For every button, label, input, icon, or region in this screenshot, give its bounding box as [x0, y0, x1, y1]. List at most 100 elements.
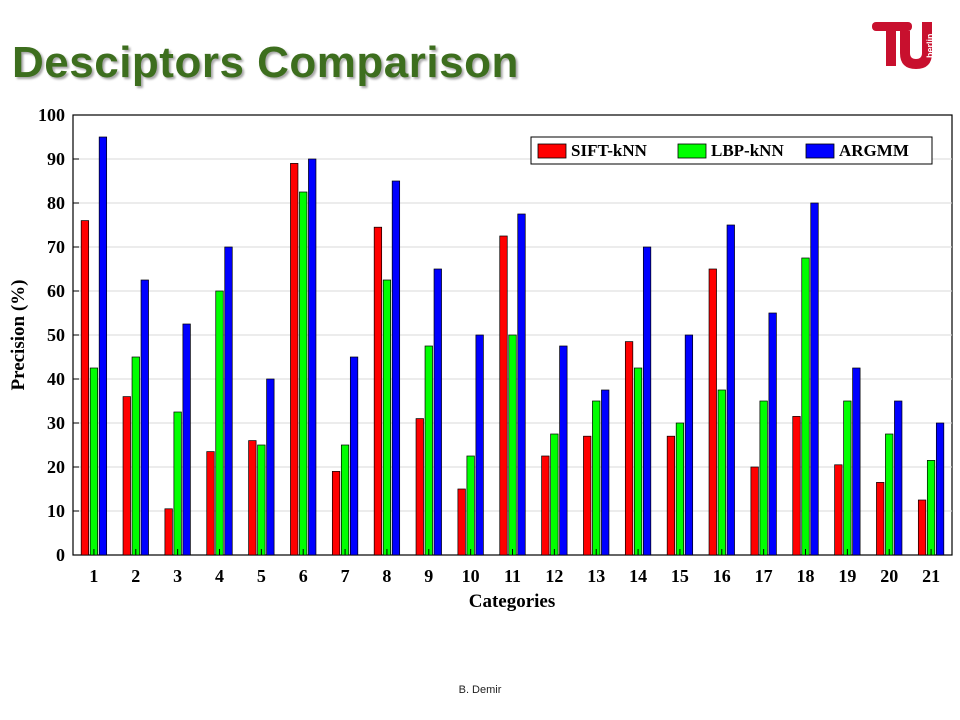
- slide-title: Desciptors Comparison: [12, 38, 519, 87]
- x-axis: 1 2 3 4 5 6 7 8 9 10 11 12 13 14 15 16 17 18 19 20 21: [89, 549, 940, 586]
- bar-lbp-3: [173, 411, 182, 556]
- bar-argmm-5: [266, 378, 275, 556]
- y-tick-label: 70: [47, 237, 65, 257]
- y-tick-label: 60: [47, 281, 65, 301]
- bar-lbp-12: [550, 433, 559, 556]
- bar-sift-15: [666, 435, 676, 556]
- bar-argmm-15: [684, 334, 694, 556]
- x-tick-label: 9: [424, 566, 433, 586]
- bar-lbp-10: [466, 455, 475, 556]
- footer-author: B. Demir: [458, 684, 502, 696]
- bar-lbp-11: [508, 334, 517, 556]
- bar-sift-1: [80, 220, 90, 556]
- bar-sift-3: [164, 508, 173, 556]
- bar-sift-7: [331, 471, 341, 556]
- bar-argmm-16: [726, 224, 735, 556]
- bar-lbp-7: [340, 444, 350, 556]
- bar-sift-6: [290, 163, 299, 556]
- x-tick-label: 11: [504, 566, 521, 586]
- bar-sift-9: [415, 418, 424, 556]
- bar-argmm-18: [810, 202, 819, 556]
- bar-lbp-13: [592, 400, 601, 556]
- y-tick-label: 30: [47, 413, 65, 433]
- bar-lbp-17: [759, 400, 768, 556]
- x-tick-label: 13: [587, 566, 605, 586]
- x-tick-label: 12: [545, 566, 563, 586]
- x-tick-label: 15: [671, 566, 689, 586]
- bar-lbp-5: [257, 444, 266, 556]
- legend: SIFT-kNN LBP-kNN ARGMM: [530, 136, 933, 165]
- bar-lbp-18: [801, 257, 810, 556]
- legend-swatch-sift: [537, 143, 567, 159]
- y-tick-label: 10: [47, 501, 65, 521]
- x-tick-label: 18: [797, 566, 815, 586]
- bar-argmm-2: [140, 279, 149, 556]
- bar-argmm-9: [433, 268, 442, 556]
- x-tick-label: 7: [341, 566, 350, 586]
- y-axis-title: Precision (%): [8, 280, 29, 391]
- bar-argmm-10: [475, 334, 484, 556]
- bar-sift-12: [541, 455, 550, 556]
- bar-sift-18: [792, 416, 801, 556]
- x-tick-label: 6: [299, 566, 308, 586]
- bar-argmm-14: [642, 246, 652, 556]
- bar-lbp-15: [675, 422, 685, 556]
- bar-sift-16: [708, 268, 717, 556]
- bar-argmm-1: [98, 136, 108, 556]
- y-tick-label: 90: [47, 149, 65, 169]
- y-tick-label: 50: [47, 325, 65, 345]
- bar-sift-17: [750, 466, 759, 556]
- logo-text: berlin: [925, 33, 935, 58]
- x-tick-label: 20: [880, 566, 898, 586]
- bar-lbp-21: [926, 460, 936, 556]
- legend-swatch-argmm: [805, 143, 835, 159]
- bar-lbp-16: [717, 389, 726, 556]
- bar-argmm-7: [349, 356, 359, 556]
- bar-sift-8: [373, 226, 383, 556]
- bar-argmm-17: [768, 312, 777, 556]
- bar-sift-10: [457, 488, 466, 556]
- bar-argmm-8: [391, 180, 401, 556]
- x-tick-label: 2: [131, 566, 140, 586]
- bar-lbp-1: [89, 367, 99, 556]
- x-tick-label: 5: [257, 566, 266, 586]
- bar-sift-20: [876, 482, 885, 556]
- bar-lbp-2: [131, 356, 140, 556]
- bar-sift-19: [834, 464, 843, 556]
- x-tick-label: 4: [215, 566, 224, 586]
- bar-lbp-4: [215, 290, 224, 556]
- bar-sift-5: [248, 440, 257, 556]
- legend-label-argmm: ARGMM: [839, 141, 909, 160]
- x-tick-label: 10: [462, 566, 480, 586]
- bar-sift-14: [624, 341, 634, 556]
- bar-argmm-21: [935, 422, 945, 556]
- bar-argmm-12: [559, 345, 568, 556]
- bar-argmm-4: [224, 246, 233, 556]
- bar-argmm-6: [308, 158, 317, 556]
- bar-sift-4: [206, 451, 215, 556]
- y-tick-label: 80: [47, 193, 65, 213]
- y-tick-label: 20: [47, 457, 65, 477]
- university-logo: berlin: [872, 22, 935, 69]
- x-tick-label: 8: [382, 566, 391, 586]
- x-tick-label: 21: [922, 566, 940, 586]
- y-tick-label: 40: [47, 369, 65, 389]
- bar-sift-2: [122, 396, 131, 556]
- bar-lbp-6: [299, 191, 308, 556]
- legend-swatch-lbp: [677, 143, 707, 159]
- x-tick-label: 17: [755, 566, 773, 586]
- bar-argmm-19: [852, 367, 861, 556]
- bar-sift-21: [917, 499, 927, 556]
- bars: [80, 136, 945, 556]
- bar-argmm-13: [601, 389, 610, 556]
- bar-lbp-8: [382, 279, 392, 556]
- y-tick-label: 0: [56, 545, 65, 565]
- bar-lbp-19: [843, 400, 852, 556]
- legend-label-sift: SIFT-kNN: [571, 141, 648, 160]
- x-axis-title: Categories: [469, 591, 556, 612]
- bar-lbp-9: [424, 345, 433, 556]
- y-tick-label: 100: [38, 105, 65, 125]
- x-tick-label: 1: [89, 566, 98, 586]
- bar-argmm-3: [182, 323, 191, 556]
